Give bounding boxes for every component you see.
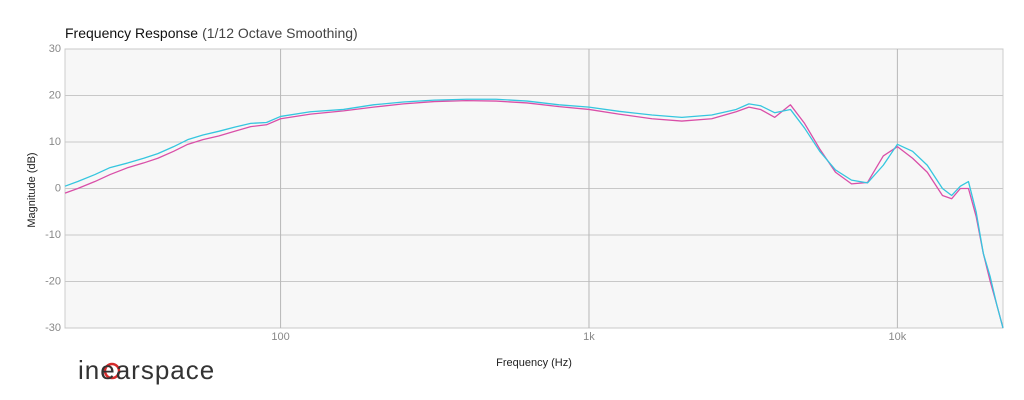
y-tick-label: -20 — [45, 275, 61, 287]
series-line — [64, 98, 1004, 329]
logo-icon — [103, 362, 121, 380]
y-tick-label: -30 — [45, 322, 61, 334]
subtitle: (1/12 Octave Smoothing) — [202, 25, 358, 41]
x-tick-label: 10k — [889, 331, 907, 343]
x-axis-label: Frequency (Hz) — [496, 357, 572, 369]
y-axis-label: Magnitude (dB) — [26, 152, 38, 227]
y-tick-label: 20 — [49, 89, 61, 101]
y-tick-label: 30 — [49, 43, 61, 55]
x-tick-label: 1k — [583, 331, 595, 343]
chart-title: Frequency Response (1/12 Octave Smoothing… — [65, 25, 358, 41]
y-tick-label: 10 — [49, 136, 61, 148]
y-tick-label: 0 — [55, 182, 61, 194]
title: Frequency Response — [65, 25, 198, 41]
x-tick-label: 100 — [271, 331, 289, 343]
logo-text: inearspace — [78, 355, 215, 385]
series-line — [64, 99, 1004, 329]
logo: inearspace — [78, 355, 215, 385]
y-tick-label: -10 — [45, 229, 61, 241]
